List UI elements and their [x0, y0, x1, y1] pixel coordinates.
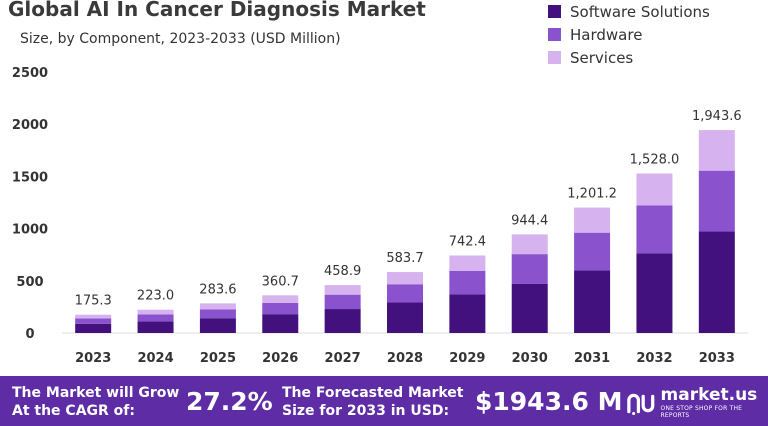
bar-segment-software-solutions — [262, 314, 299, 333]
bar-total-label: 742.4 — [449, 234, 486, 249]
bar-segment-services — [262, 295, 299, 303]
x-tick-label: 2023 — [75, 351, 111, 366]
bar-segment-services — [636, 173, 673, 206]
legend-label-hardware: Hardware — [570, 25, 643, 44]
chart-legend: Software Solutions Hardware Services — [548, 0, 710, 69]
forecast-value: $1943.6 M — [475, 387, 623, 416]
bar-segment-hardware — [511, 254, 548, 284]
x-tick-label: 2026 — [262, 351, 298, 366]
x-tick-label: 2025 — [200, 351, 236, 366]
x-tick-label: 2032 — [636, 351, 672, 366]
bar-total-label: 1,528.0 — [630, 152, 680, 167]
bar-segment-hardware — [324, 294, 361, 310]
bar-segment-hardware — [75, 318, 112, 324]
bar-segment-services — [511, 234, 548, 255]
market-us-logo[interactable]: market.us ONE STOP SHOP FOR THE REPORTS — [626, 386, 768, 419]
x-tick-label: 2027 — [325, 351, 361, 366]
brand-name: market.us — [660, 385, 758, 405]
bar-segment-hardware — [262, 302, 299, 315]
legend-label-software: Software Solutions — [570, 2, 710, 21]
bar-total-label: 223.0 — [137, 289, 174, 304]
cagr-value: 27.2% — [186, 387, 273, 416]
bar-segment-services — [324, 285, 361, 295]
forecast-label: The Forecasted Market Size for 2033 in U… — [282, 384, 463, 420]
legend-swatch-services — [548, 51, 561, 64]
cagr-label-line1: The Market will Grow — [12, 385, 180, 401]
legend-swatch-software — [548, 5, 561, 18]
legend-item-software: Software Solutions — [548, 0, 710, 23]
bar-total-label: 458.9 — [324, 264, 361, 279]
y-tick-label: 2000 — [12, 118, 48, 133]
y-tick-label: 1500 — [12, 170, 48, 185]
bar-segment-services — [449, 255, 486, 271]
bar-segment-software-solutions — [698, 231, 735, 333]
x-tick-label: 2033 — [699, 351, 735, 366]
bar-segment-software-solutions — [75, 323, 112, 333]
chart-subtitle: Size, by Component, 2023-2033 (USD Milli… — [20, 31, 341, 47]
market-us-logo-icon — [627, 393, 655, 415]
forecast-label-line2: Size for 2033 in USD: — [282, 403, 450, 419]
bar-segment-services — [137, 309, 174, 315]
y-tick-label: 2500 — [12, 66, 48, 81]
legend-swatch-hardware — [548, 28, 561, 41]
bar-segment-software-solutions — [636, 253, 673, 333]
bar-segment-hardware — [698, 170, 735, 232]
x-tick-label: 2028 — [387, 351, 423, 366]
bar-segment-hardware — [199, 309, 236, 319]
legend-item-hardware: Hardware — [548, 23, 710, 46]
bar-total-label: 360.7 — [262, 274, 299, 289]
x-tick-label: 2030 — [512, 351, 548, 366]
brand-tagline: ONE STOP SHOP FOR THE REPORTS — [660, 405, 743, 419]
bar-segment-hardware — [449, 270, 486, 295]
bar-total-label: 1,201.2 — [567, 187, 617, 202]
x-tick-label: 2024 — [137, 351, 173, 366]
bar-segment-services — [574, 207, 611, 233]
stacked-bar-chart: 0 500 1000 1500 2000 2500 175.3 2023 223.0 2024 28… — [12, 66, 748, 366]
footer-banner: The Market will Grow At the CAGR of: 27.… — [0, 376, 768, 426]
bar-total-label: 1,943.6 — [692, 109, 742, 124]
y-tick-label: 500 — [16, 275, 43, 290]
bar-total-label: 283.6 — [199, 282, 236, 297]
bar-total-label: 944.4 — [511, 213, 548, 228]
cagr-label: The Market will Grow At the CAGR of: — [12, 384, 179, 420]
bar-segment-hardware — [636, 205, 673, 254]
legend-label-services: Services — [570, 48, 634, 67]
bar-segment-software-solutions — [199, 318, 236, 333]
bar-segment-hardware — [387, 284, 423, 303]
chart-title: Global AI In Cancer Diagnosis Market — [8, 0, 426, 21]
y-tick-label: 0 — [25, 327, 34, 342]
bar-segment-software-solutions — [324, 309, 361, 333]
bar-segment-services — [387, 272, 423, 285]
bar-segment-hardware — [574, 232, 611, 271]
bar-segment-hardware — [137, 314, 174, 322]
bar-segment-software-solutions — [137, 321, 174, 333]
cagr-label-line2: At the CAGR of: — [12, 403, 135, 419]
bar-segment-software-solutions — [511, 283, 548, 333]
x-tick-label: 2031 — [574, 351, 610, 366]
bar-segment-software-solutions — [387, 302, 423, 333]
bar-total-label: 583.7 — [386, 251, 423, 266]
bar-segment-software-solutions — [574, 270, 611, 333]
forecast-label-line1: The Forecasted Market — [282, 385, 464, 401]
bar-total-label: 175.3 — [75, 294, 112, 309]
bar-segment-services — [75, 314, 112, 319]
bar-segment-services — [698, 130, 735, 171]
bar-segment-services — [199, 303, 236, 310]
legend-item-services: Services — [548, 46, 710, 69]
bar-segment-software-solutions — [449, 294, 486, 333]
y-tick-label: 1000 — [12, 223, 48, 238]
x-tick-label: 2029 — [449, 351, 485, 366]
